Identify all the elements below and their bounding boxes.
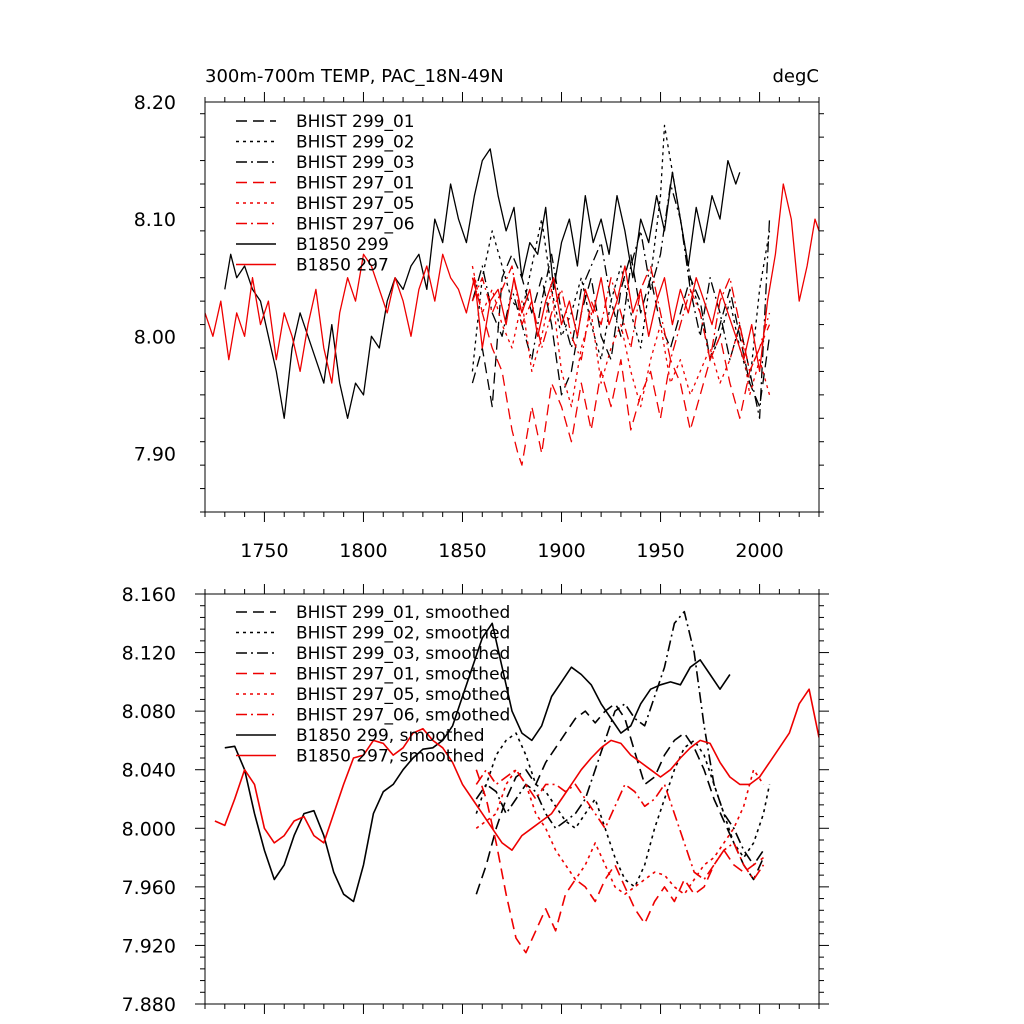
legend-label: BHIST 297_01 bbox=[296, 174, 415, 194]
series-line-b1850-297-smoothed bbox=[214, 688, 819, 852]
y-tick-label: 8.000 bbox=[122, 818, 176, 840]
top-panel: 7.90 8.00 8.10 8.20 1750 1800 1850 1900 1950 2000… bbox=[134, 66, 824, 562]
top-axis-ticks bbox=[200, 92, 824, 522]
legend-label: BHIST 299_03 bbox=[296, 153, 415, 173]
legend-label: BHIST 297_05 bbox=[296, 194, 415, 214]
y-tick-label: 8.10 bbox=[134, 209, 176, 231]
legend-label: B1850 299, smoothed bbox=[296, 726, 485, 746]
y-tick-label: 7.960 bbox=[122, 877, 176, 899]
legend-label: BHIST 297_01, smoothed bbox=[296, 665, 510, 685]
legend-label: BHIST 299_01, smoothed bbox=[296, 603, 510, 623]
legend-label: BHIST 297_06, smoothed bbox=[296, 706, 510, 726]
legend-label: BHIST 297_05, smoothed bbox=[296, 685, 510, 705]
top-tick-labels: 7.90 8.00 8.10 8.20 1750 1800 1850 1900 1950 2000 bbox=[134, 92, 784, 562]
series-line-bhist-297-01-smoothed bbox=[475, 769, 764, 954]
legend-label: B1850 297 bbox=[296, 256, 389, 276]
top-plot-frame bbox=[204, 101, 820, 513]
series-line-bhist-297-05 bbox=[471, 265, 771, 408]
y-tick-label: 8.040 bbox=[122, 760, 176, 782]
x-tick-label: 1750 bbox=[240, 540, 288, 562]
y-tick-label: 8.080 bbox=[122, 701, 176, 723]
x-tick-label: 1900 bbox=[537, 540, 585, 562]
legend-label: B1850 297, smoothed bbox=[296, 747, 485, 767]
bottom-tick-labels: 7.880 7.920 7.960 8.000 8.040 8.080 8.120 8.160 bbox=[122, 584, 176, 1016]
series-line-bhist-299-03-smoothed bbox=[475, 610, 765, 866]
series-line-b1850-299 bbox=[224, 148, 741, 419]
bottom-series-lines bbox=[214, 610, 819, 954]
x-tick-label: 1800 bbox=[339, 540, 387, 562]
y-tick-label: 7.90 bbox=[134, 443, 176, 465]
x-tick-label: 1850 bbox=[438, 540, 486, 562]
legend-label: B1850 299 bbox=[296, 235, 389, 255]
legend-label: BHIST 299_02 bbox=[296, 133, 415, 153]
y-tick-label: 8.160 bbox=[122, 584, 176, 606]
series-line-b1850-299-smoothed bbox=[224, 622, 731, 903]
series-line-bhist-299-01-smoothed bbox=[475, 702, 765, 895]
y-tick-label: 8.20 bbox=[134, 92, 176, 114]
y-tick-label: 7.880 bbox=[122, 994, 176, 1016]
y-tick-label: 8.00 bbox=[134, 326, 176, 348]
x-tick-label: 2000 bbox=[735, 540, 783, 562]
legend-label: BHIST 297_06 bbox=[296, 215, 415, 235]
series-line-bhist-297-05-smoothed bbox=[475, 768, 765, 896]
bottom-axis-ticks bbox=[195, 584, 829, 1014]
top-plot-title: 300m-700m TEMP, PAC_18N-49N bbox=[205, 66, 504, 87]
y-tick-label: 7.920 bbox=[122, 935, 176, 957]
bottom-panel: 7.880 7.920 7.960 8.000 8.040 8.080 8.120 8.160… bbox=[122, 584, 829, 1016]
legend-label: BHIST 299_01 bbox=[296, 112, 415, 132]
x-tick-label: 1950 bbox=[636, 540, 684, 562]
top-plot-units: degC bbox=[773, 66, 820, 87]
legend-label: BHIST 299_03, smoothed bbox=[296, 644, 510, 664]
bottom-plot-frame bbox=[204, 593, 820, 1005]
series-line-bhist-297-06 bbox=[471, 265, 771, 373]
series-line-bhist-297-01 bbox=[471, 277, 771, 466]
series-line-b1850-297 bbox=[205, 183, 819, 384]
series-line-bhist-297-06-smoothed bbox=[475, 768, 765, 881]
legend-label: BHIST 299_02, smoothed bbox=[296, 624, 510, 644]
top-series-lines bbox=[205, 124, 819, 466]
y-tick-label: 8.120 bbox=[122, 643, 176, 665]
